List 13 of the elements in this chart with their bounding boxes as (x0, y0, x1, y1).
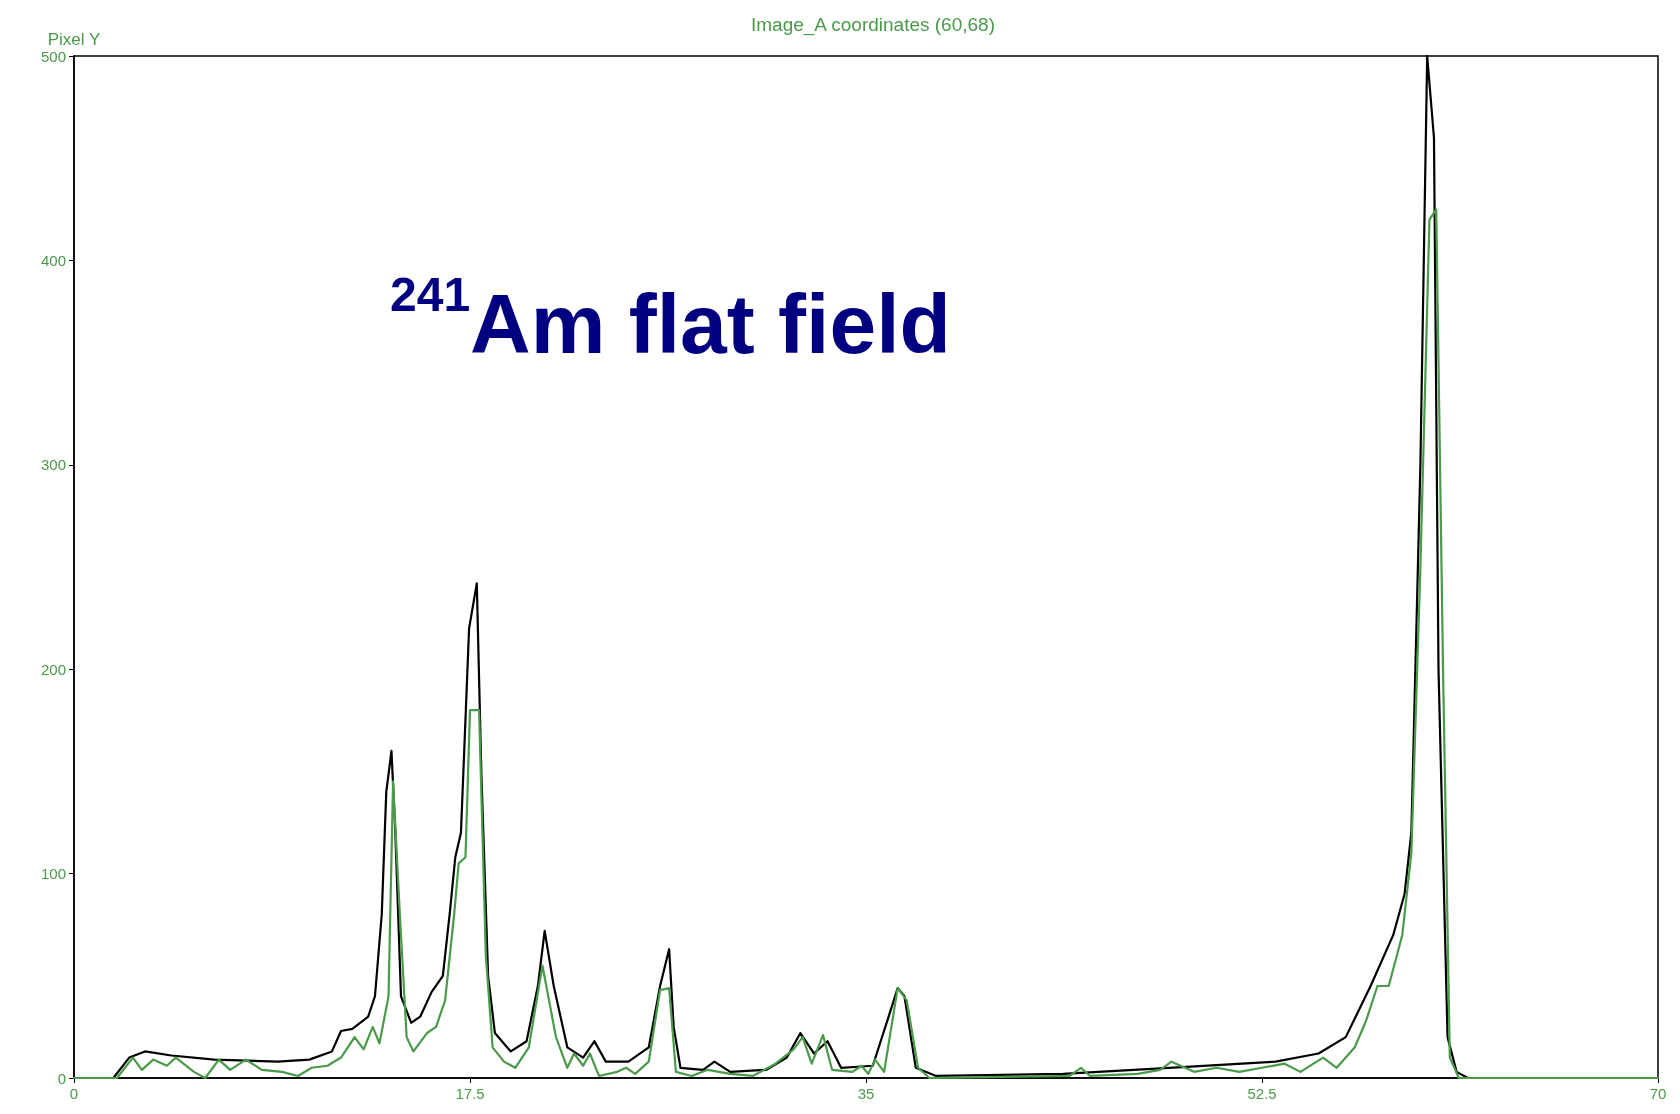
y-tick-label: 100 (40, 865, 66, 883)
x-tick-label: 70 (1649, 1085, 1667, 1102)
y-tick-label: 300 (40, 456, 66, 474)
y-tick-label: 400 (40, 251, 66, 269)
y-tick-label: 0 (57, 1069, 66, 1087)
y-tick-label: 500 (40, 47, 66, 65)
y-tick-label: 200 (40, 660, 66, 678)
x-tick-label: 0 (69, 1085, 79, 1102)
y-axis-title: Pixel Y (47, 30, 101, 49)
x-tick-label: 52.5 (1247, 1085, 1277, 1102)
x-tick-label: 17.5 (455, 1085, 485, 1102)
chart-title: Image_A coordinates (60,68) (751, 14, 995, 36)
x-tick-label: 35 (857, 1085, 875, 1102)
